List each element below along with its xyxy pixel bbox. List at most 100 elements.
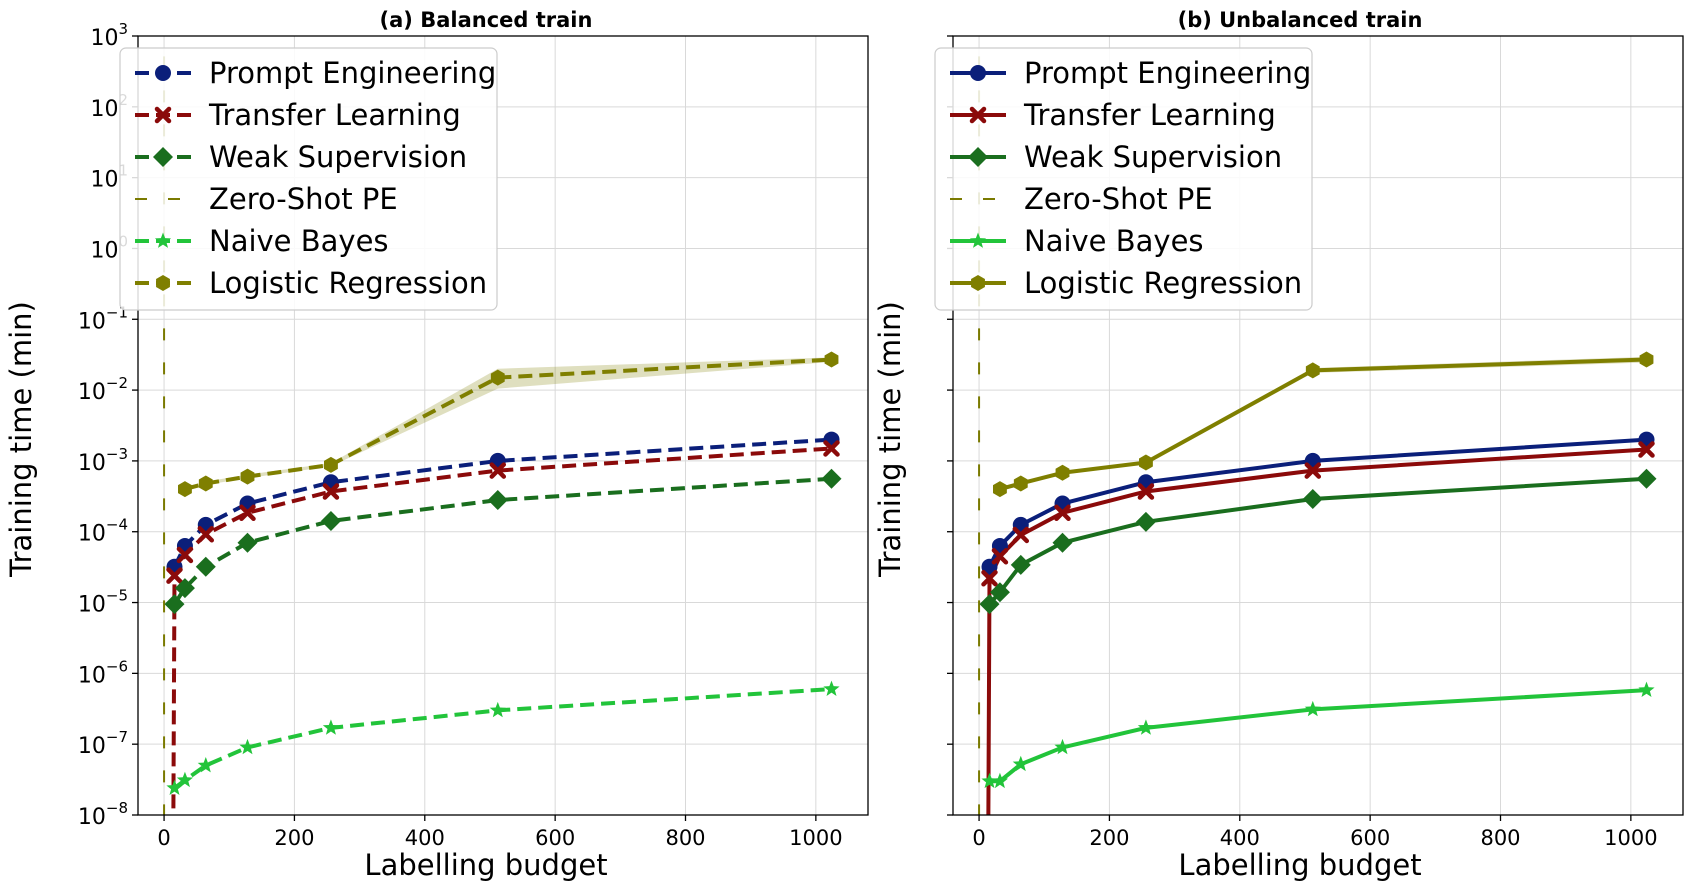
point-weak-supervision [1302,488,1323,509]
y-tick-label: 10−3 [78,445,128,476]
legend-marker-naive-bayes [154,232,172,248]
point-weak-supervision [1052,532,1073,553]
x-tick-label: 200 [1089,826,1129,850]
legend-label-transfer-learning: Transfer Learning [208,98,461,132]
point-transfer-learning [991,548,1009,565]
point-weak-supervision [174,578,195,599]
point-transfer-learning [197,526,215,543]
legend-label-naive-bayes: Naive Bayes [1024,224,1204,258]
legend-marker-transfer-learning [154,106,172,124]
point-naive-bayes [322,719,340,735]
point-weak-supervision [1135,511,1156,532]
y-tick-label: 10−8 [78,799,128,830]
y-tick-label: 10−2 [78,374,128,405]
x-tick-label: 800 [665,826,705,850]
legend-label-naive-bayes: Naive Bayes [209,224,389,258]
legend-label-zero-shot-pe: Zero-Shot PE [209,182,398,216]
point-logistic-regression [324,456,338,473]
point-naive-bayes [197,757,214,773]
panel-a-frame [137,35,869,816]
point-naive-bayes [1054,738,1071,755]
legend-label-zero-shot-pe: Zero-Shot PE [1024,182,1213,216]
legend-marker-naive-bayes [969,232,987,248]
point-logistic-regression [490,369,505,386]
point-weak-supervision [164,594,185,615]
legend-marker-logistic-regression [971,275,985,291]
point-naive-bayes [1304,700,1321,717]
point-logistic-regression [993,481,1007,498]
point-transfer-learning [1054,504,1071,522]
x-tick-label: 600 [1350,826,1390,850]
legend-label-logistic-regression: Logistic Regression [209,266,487,300]
panel-b: (b) Unbalanced train 0 200 400 600 800 1000 L… [873,8,1684,882]
y-tick-label: 10−7 [78,728,128,759]
legend-marker-prompt-engineering [155,65,171,81]
x-tick-label: 400 [405,826,445,850]
point-logistic-regression [1139,454,1153,471]
panel-b-x-label: Labelling budget [1178,848,1421,882]
point-logistic-regression [1013,475,1028,492]
legend-marker-weak-supervision [968,147,988,167]
y-tick-label: 10−4 [78,516,128,547]
panel-a-legend: Prompt Engineering Transfer Learning Weak … [119,47,498,311]
x-tick-label: 1000 [1604,826,1657,850]
legend-marker-weak-supervision [153,147,173,167]
panel-b-markers [979,351,1657,789]
point-naive-bayes [991,772,1009,789]
panel-a: (a) Balanced train 0 200 400 600 800 1000 103… [4,8,869,882]
legend-marker-prompt-engineering [970,65,986,81]
x-tick-label: 1000 [789,826,842,850]
panel-b-frame [952,35,1684,816]
band-logistic-regression [184,357,832,491]
point-naive-bayes [823,680,840,696]
point-logistic-regression [1305,362,1320,379]
point-weak-supervision [821,468,842,489]
point-naive-bayes [1638,681,1655,697]
point-transfer-learning [489,462,507,479]
legend-label-prompt-engineering: Prompt Engineering [209,56,496,90]
x-tick-label: 0 [972,826,985,850]
legend-label-weak-supervision: Weak Supervision [1024,140,1282,174]
point-naive-bayes [176,771,194,788]
y-tick-label: 10−6 [78,657,128,688]
line-logistic-regression [184,357,832,492]
x-tick-label: 200 [274,826,314,850]
point-logistic-regression [1055,464,1070,481]
point-naive-bayes [1012,755,1029,772]
legend-marker-transfer-learning [969,106,987,124]
point-weak-supervision [487,490,508,511]
x-tick-label: 800 [1480,826,1520,850]
panel-b-legend: Prompt Engineering Transfer Learning Weak … [934,47,1313,311]
point-naive-bayes [239,738,256,755]
panel-a-title: (a) Balanced train [380,8,593,32]
panel-b-y-label: Training time (min) [873,301,907,578]
y-tick-label: 10−5 [78,587,128,618]
point-transfer-learning [239,504,256,522]
point-logistic-regression [824,351,839,368]
point-weak-supervision [195,556,216,577]
point-logistic-regression [240,468,255,485]
y-tick-label: 103 [90,20,128,51]
point-weak-supervision [237,532,258,553]
point-weak-supervision [1636,468,1657,489]
legend-marker-logistic-regression [156,275,170,291]
panel-b-x-ticks: 0 200 400 600 800 1000 [972,815,1658,850]
panel-a-markers [164,351,842,795]
panel-a-y-label: Training time (min) [4,301,38,578]
point-transfer-learning [1137,483,1155,500]
point-transfer-learning [823,440,840,457]
point-transfer-learning [981,570,998,587]
point-logistic-regression [1639,351,1654,368]
point-weak-supervision [979,594,1000,615]
legend-label-weak-supervision: Weak Supervision [209,140,467,174]
legend-box [119,47,498,311]
x-tick-label: 600 [535,826,575,850]
point-weak-supervision [320,510,341,531]
legend-box [934,47,1313,311]
point-naive-bayes [166,779,183,795]
point-transfer-learning [166,567,183,584]
point-transfer-learning [176,546,194,564]
legend-label-prompt-engineering: Prompt Engineering [1024,56,1311,90]
point-transfer-learning [322,483,340,500]
